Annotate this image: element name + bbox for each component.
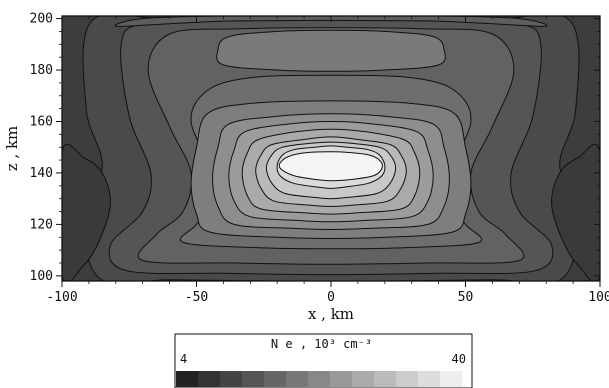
colorbar-swatch <box>396 371 419 387</box>
colorbar-swatch <box>286 371 309 387</box>
contour-band <box>216 29 446 72</box>
y-axis-title: z , km <box>3 126 21 172</box>
x-tick-label: 50 <box>458 290 474 305</box>
colorbar-min-label: 4 <box>180 352 187 366</box>
colorbar: N e , 10³ cm⁻³ 4 40 <box>174 333 473 388</box>
colorbar-swatch <box>264 371 287 387</box>
x-tick-label: 100 <box>588 290 609 305</box>
y-tick-label: 100 <box>30 269 53 284</box>
colorbar-title: N e , 10³ cm⁻³ <box>271 337 372 351</box>
x-tick-label: -100 <box>46 290 77 305</box>
contour-band <box>551 143 600 281</box>
contour-band <box>114 16 548 27</box>
colorbar-swatch <box>242 371 265 387</box>
contour-band <box>278 151 383 182</box>
contour-fills <box>62 16 600 281</box>
colorbar-swatch <box>198 371 221 387</box>
x-tick-label: -50 <box>185 290 208 305</box>
colorbar-swatches <box>176 371 463 387</box>
contour-band <box>62 143 111 281</box>
colorbar-swatch <box>220 371 243 387</box>
y-tick-label: 200 <box>30 12 53 27</box>
y-tick-label: 160 <box>30 114 53 129</box>
y-tick-label: 180 <box>30 63 53 78</box>
colorbar-swatch <box>374 371 397 387</box>
x-axis-title: x , km <box>308 305 354 323</box>
colorbar-swatch <box>330 371 353 387</box>
colorbar-max-label: 40 <box>452 352 466 366</box>
x-tick-label: 0 <box>327 290 335 305</box>
x-axis: -100 -50 0 50 100 <box>46 16 609 305</box>
y-tick-label: 120 <box>30 217 53 232</box>
y-tick-label: 140 <box>30 166 53 181</box>
colorbar-swatch <box>352 371 375 387</box>
colorbar-swatch <box>308 371 331 387</box>
colorbar-swatch <box>176 371 199 387</box>
colorbar-swatch <box>440 371 463 387</box>
y-axis: 100 120 140 160 180 200 <box>30 12 600 284</box>
colorbar-swatch <box>418 371 441 387</box>
